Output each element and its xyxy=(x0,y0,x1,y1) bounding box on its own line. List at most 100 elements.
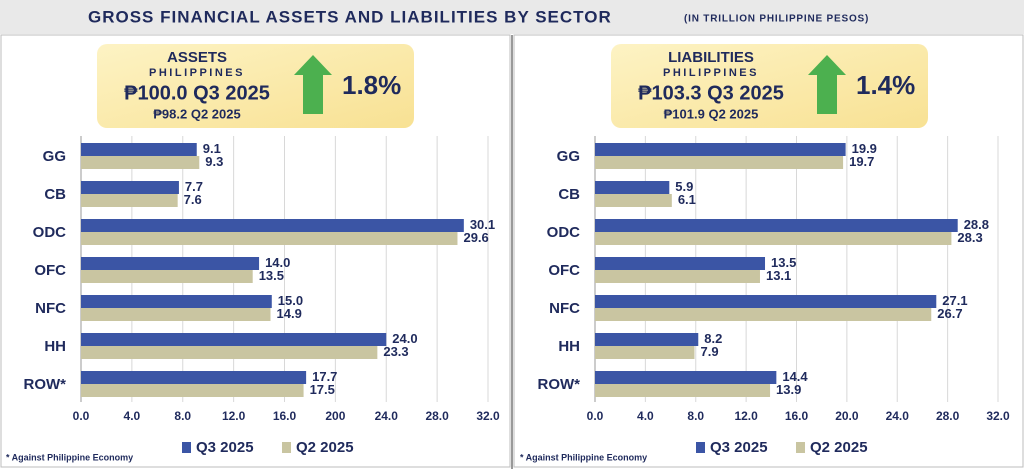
x-tick-label: 32.0 xyxy=(986,409,1010,423)
value-label: 9.3 xyxy=(205,154,223,169)
summary-current: ₱103.3 Q3 2025 xyxy=(638,82,784,104)
x-tick-label: 28.0 xyxy=(936,409,960,423)
bar xyxy=(81,143,197,156)
bar xyxy=(81,232,458,245)
value-label: 7.6 xyxy=(184,192,202,207)
bar xyxy=(81,346,378,359)
x-tick-label: 28.0 xyxy=(425,409,449,423)
bar xyxy=(81,257,260,270)
bar xyxy=(81,219,464,232)
bar xyxy=(81,295,272,308)
value-label: 13.5 xyxy=(771,255,796,270)
panel-border xyxy=(513,34,1024,468)
x-tick-label: 4.0 xyxy=(637,409,654,423)
value-label: 17.7 xyxy=(312,369,337,384)
bar xyxy=(81,194,178,207)
bar xyxy=(81,308,271,321)
bar xyxy=(595,270,760,283)
summary-previous: ₱98.2 Q2 2025 xyxy=(153,106,240,121)
value-label: 8.2 xyxy=(704,331,722,346)
value-label: 19.7 xyxy=(849,154,874,169)
bar xyxy=(81,371,307,384)
bar xyxy=(595,156,844,169)
panel-border xyxy=(0,34,511,468)
category-label: NFC xyxy=(35,300,66,317)
note: * Against Philippine Economy xyxy=(6,452,133,462)
x-tick-label: 24.0 xyxy=(886,409,910,423)
value-label: 14.0 xyxy=(265,255,290,270)
bar xyxy=(595,219,958,232)
summary-change: 1.8% xyxy=(342,70,401,100)
value-label: 13.5 xyxy=(259,268,284,283)
bar xyxy=(595,257,766,270)
value-label: 26.7 xyxy=(937,306,962,321)
note: * Against Philippine Economy xyxy=(520,452,647,462)
value-label: 9.1 xyxy=(203,141,221,156)
x-tick-label: 8.0 xyxy=(687,409,704,423)
value-label: 13.9 xyxy=(776,382,801,397)
bar xyxy=(81,270,253,283)
x-tick-label: 8.0 xyxy=(174,409,191,423)
category-label: ROW* xyxy=(24,376,67,393)
category-label: HH xyxy=(558,338,580,355)
value-label: 24.0 xyxy=(392,331,417,346)
summary-region: PHILIPPINES xyxy=(149,67,245,79)
bar xyxy=(81,156,200,169)
bar xyxy=(81,333,387,346)
category-label: HH xyxy=(44,338,66,355)
value-label: 29.6 xyxy=(463,230,488,245)
legend-swatch xyxy=(182,442,191,453)
title: GROSS FINANCIAL ASSETS AND LIABILITIES B… xyxy=(88,7,612,26)
x-tick-label: 16.0 xyxy=(273,409,297,423)
category-label: ROW* xyxy=(538,376,581,393)
category-label: ODC xyxy=(33,224,67,241)
value-label: 17.5 xyxy=(310,382,335,397)
legend-label: Q3 2025 xyxy=(196,439,254,456)
value-label: 5.9 xyxy=(675,179,693,194)
bar xyxy=(81,181,179,194)
category-label: OFC xyxy=(34,262,66,279)
value-label: 13.1 xyxy=(766,268,791,283)
category-label: CB xyxy=(558,186,580,203)
bar xyxy=(81,384,304,397)
summary-box xyxy=(611,44,928,128)
summary-label: LIABILITIES xyxy=(668,49,754,66)
legend-swatch xyxy=(696,442,705,453)
unit: (IN TRILLION PHILIPPINE PESOS) xyxy=(684,14,869,25)
value-label: 15.0 xyxy=(278,293,303,308)
title-bar xyxy=(0,0,1024,34)
x-tick-label: 32.0 xyxy=(476,409,500,423)
category-label: OFC xyxy=(548,262,580,279)
category-label: GG xyxy=(557,148,580,165)
x-tick-label: 24.0 xyxy=(375,409,399,423)
value-label: 28.3 xyxy=(957,230,982,245)
x-tick-label: 4.0 xyxy=(124,409,141,423)
bar xyxy=(595,384,771,397)
bar xyxy=(595,346,695,359)
value-label: 30.1 xyxy=(470,217,495,232)
category-label: CB xyxy=(44,186,66,203)
x-tick-label: 12.0 xyxy=(734,409,758,423)
x-tick-label: 0.0 xyxy=(587,409,604,423)
bar xyxy=(595,194,672,207)
bar xyxy=(595,333,699,346)
category-label: NFC xyxy=(549,300,580,317)
value-label: 7.9 xyxy=(700,344,718,359)
bar xyxy=(595,143,846,156)
legend-label: Q2 2025 xyxy=(810,439,868,456)
bar xyxy=(595,295,937,308)
value-label: 14.9 xyxy=(277,306,302,321)
up-arrow xyxy=(808,55,846,114)
category-label: GG xyxy=(43,148,66,165)
value-label: 14.4 xyxy=(782,369,808,384)
summary-region: PHILIPPINES xyxy=(663,67,759,79)
legend-label: Q2 2025 xyxy=(296,439,354,456)
x-tick-label: 20.0 xyxy=(835,409,859,423)
summary-change: 1.4% xyxy=(856,70,915,100)
x-tick-label: 16.0 xyxy=(785,409,809,423)
summary-current: ₱100.0 Q3 2025 xyxy=(124,82,270,104)
summary-box xyxy=(97,44,414,128)
x-tick-label: 0.0 xyxy=(73,409,90,423)
bar xyxy=(595,181,670,194)
